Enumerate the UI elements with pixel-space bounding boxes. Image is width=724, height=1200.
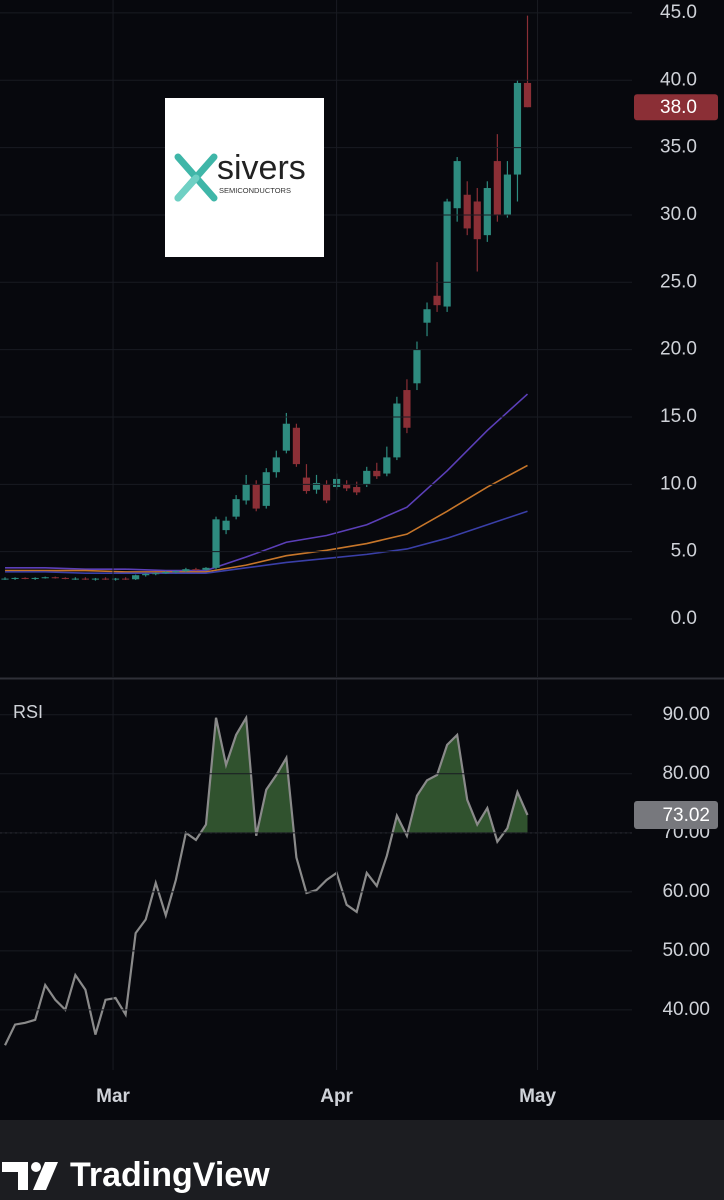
candle-body	[523, 82, 532, 108]
candle-body	[61, 577, 69, 579]
y-tick-label: 80.00	[662, 763, 710, 784]
candle-body	[363, 470, 371, 485]
candle-body	[393, 403, 401, 458]
y-tick-label: 50.00	[662, 940, 710, 961]
price-pane	[1, 15, 532, 581]
tv-icon	[33, 1162, 58, 1190]
candle-body	[31, 577, 39, 579]
logo-icon	[174, 174, 200, 202]
candle-body	[493, 161, 501, 215]
candle-body	[182, 569, 190, 572]
candle-body	[292, 427, 301, 465]
y-tick-label: 25.0	[660, 271, 697, 292]
candle-body	[202, 567, 210, 570]
candle-body	[21, 577, 29, 579]
candle-body	[132, 575, 140, 580]
y-tick-label: 40.0	[660, 69, 697, 90]
footer-bar	[0, 1120, 724, 1200]
x-tick-label: Mar	[96, 1086, 130, 1107]
y-tick-label: 60.00	[662, 881, 710, 902]
tv-icon	[31, 1162, 41, 1172]
candle-body	[463, 194, 471, 229]
candle-body	[383, 457, 391, 474]
footer: TradingView	[0, 1120, 724, 1200]
x-tick-label: May	[519, 1086, 556, 1107]
candle-body	[232, 499, 240, 517]
last-value-box	[634, 800, 718, 829]
candle-body	[282, 423, 290, 451]
y-tick-label: 40.00	[662, 999, 710, 1020]
candle-body	[152, 573, 160, 575]
candle-body	[272, 457, 280, 473]
candle-body	[101, 578, 110, 580]
y-tick-label: 35.0	[660, 137, 697, 158]
rsi-line	[4, 714, 529, 1046]
candle-body	[262, 472, 270, 506]
candle-body	[343, 484, 351, 489]
candle-body	[413, 349, 421, 384]
candle-body	[162, 571, 170, 574]
candle-body	[91, 578, 100, 580]
candle-body	[121, 578, 130, 580]
last-price-box	[634, 94, 718, 121]
y-tick-label: 90.00	[662, 704, 710, 725]
candle-body	[192, 569, 200, 571]
logo-tagline: SEMICONDUCTORS	[219, 186, 291, 195]
candle-body	[443, 201, 451, 307]
candle-body	[473, 201, 481, 240]
candle-body	[1, 578, 9, 580]
candle-body	[353, 487, 361, 493]
tv-icon	[2, 1162, 28, 1190]
candle-body	[71, 578, 79, 580]
candle-body	[513, 82, 522, 175]
brand: TradingView	[70, 1156, 270, 1194]
candle-body	[403, 390, 411, 428]
candle-body	[51, 577, 59, 579]
candle-body	[322, 484, 331, 501]
candle-body	[172, 571, 180, 573]
y-tick-label: 20.0	[660, 339, 697, 360]
candle-body	[483, 188, 491, 236]
last-value-label: 73.02	[662, 805, 710, 826]
candle-body	[252, 484, 260, 509]
y-tick-label: 45.0	[660, 2, 697, 23]
background	[0, 0, 724, 1120]
candle-body	[41, 577, 49, 579]
candle-body	[423, 309, 431, 323]
candle-body	[433, 295, 441, 306]
candle-body	[312, 482, 321, 490]
candle-body	[222, 520, 230, 531]
candle-body	[81, 578, 90, 580]
candle-body	[242, 484, 250, 501]
logo-name: sivers	[217, 149, 306, 187]
moving-average	[5, 393, 529, 572]
y-tick-label: 0.0	[671, 608, 697, 629]
company-logo: sivers SEMICONDUCTORS	[165, 98, 324, 257]
last-price-label: 38.0	[660, 97, 697, 118]
moving-average	[5, 510, 528, 575]
y-tick-label: 30.0	[660, 204, 697, 225]
moving-average	[5, 464, 528, 573]
y-tick-label: 15.0	[660, 406, 697, 427]
candle-body	[453, 161, 461, 209]
candle-body	[503, 174, 512, 215]
candle-body	[142, 573, 150, 576]
y-tick-label: 10.0	[660, 473, 697, 494]
y-tick-label: 5.0	[671, 541, 697, 562]
candle-body	[212, 519, 220, 568]
x-tick-label: Apr	[320, 1086, 353, 1107]
overbought-fill	[200, 717, 528, 833]
candle-body	[373, 470, 381, 477]
rsi-title: RSI	[13, 702, 43, 722]
candle-body	[11, 577, 19, 579]
candle-body	[111, 578, 120, 580]
axes: Mar Apr May 0.0 5.0 10.0 15.0 20.0 25.0 30.0 35.0 4…	[0, 0, 718, 1107]
